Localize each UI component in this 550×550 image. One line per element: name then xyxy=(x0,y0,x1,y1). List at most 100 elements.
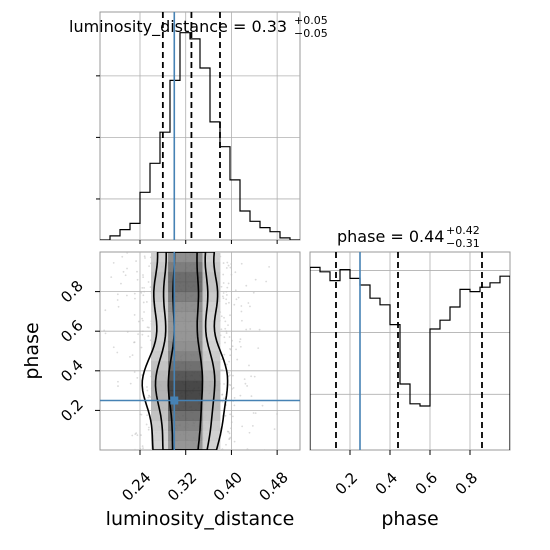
density-cell xyxy=(168,420,187,431)
sample-point xyxy=(225,302,227,305)
sample-point xyxy=(137,320,140,323)
sample-point xyxy=(142,447,144,450)
ylabel-phase: phase xyxy=(21,322,43,379)
density-cell xyxy=(202,400,221,411)
sample-point xyxy=(141,445,144,448)
density-cell xyxy=(151,380,169,392)
sample-point xyxy=(137,333,139,336)
sample-point xyxy=(246,448,249,450)
sample-point xyxy=(220,358,223,361)
density-cell xyxy=(151,430,169,441)
sample-point xyxy=(143,311,145,313)
density-cell xyxy=(202,252,221,263)
density-cell xyxy=(168,301,187,312)
sample-point xyxy=(133,314,136,316)
sample-point xyxy=(228,438,231,441)
joint-density xyxy=(103,252,278,450)
hist-luminosity-distance xyxy=(100,12,300,240)
sample-point xyxy=(245,284,248,287)
density-cell xyxy=(202,261,221,273)
sample-point xyxy=(249,305,251,308)
hist-phase-steps xyxy=(310,266,510,450)
sample-point xyxy=(225,290,228,293)
density-cell xyxy=(168,370,187,382)
ytick-label-phase: 0.8 xyxy=(57,277,87,307)
sample-point xyxy=(220,315,223,318)
contour-middle xyxy=(154,252,216,450)
density-cell xyxy=(202,390,221,401)
density-cell xyxy=(151,311,169,322)
xlabel-phase: phase xyxy=(381,508,438,530)
sample-point xyxy=(136,278,139,281)
sample-point xyxy=(146,386,148,388)
density-cell xyxy=(185,390,204,401)
sample-point xyxy=(146,389,149,392)
density-cell xyxy=(185,351,204,362)
density-cell xyxy=(185,301,204,312)
sample-point xyxy=(224,327,227,330)
density-cell xyxy=(202,281,221,293)
density-cell xyxy=(185,331,204,342)
sample-point xyxy=(254,278,257,281)
sample-point xyxy=(126,252,129,254)
sample-point xyxy=(222,262,225,264)
sample-point xyxy=(225,330,228,333)
density-cell xyxy=(185,380,204,392)
sample-point xyxy=(229,314,231,317)
sample-point xyxy=(227,282,230,285)
sample-point xyxy=(104,309,107,312)
sample-point xyxy=(144,257,146,259)
sample-point xyxy=(225,443,227,446)
sample-point xyxy=(237,296,240,299)
sample-point xyxy=(145,423,148,426)
density-cell xyxy=(168,380,187,392)
sample-point xyxy=(126,330,129,333)
density-cell xyxy=(151,261,169,273)
sample-point xyxy=(136,434,139,437)
sample-point xyxy=(136,376,139,379)
ytick-label-phase: 0.2 xyxy=(57,396,87,426)
xlabel-luminosity-distance: luminosity_distance xyxy=(106,508,295,530)
sample-point xyxy=(231,339,233,342)
sample-point xyxy=(223,336,226,339)
sample-point xyxy=(147,428,150,431)
density-cell xyxy=(168,430,187,441)
density-cell xyxy=(185,252,204,263)
density-cell xyxy=(185,440,204,450)
sample-point xyxy=(140,346,143,349)
sample-point xyxy=(143,290,146,293)
sample-point xyxy=(149,396,152,398)
sample-point xyxy=(117,385,119,387)
sample-point xyxy=(230,273,233,276)
density-cell xyxy=(168,400,187,411)
sample-point xyxy=(225,332,228,334)
sample-point xyxy=(230,421,233,424)
sample-point xyxy=(117,305,120,308)
density-cell xyxy=(185,281,204,293)
sample-point xyxy=(148,394,150,397)
sample-point xyxy=(239,394,242,397)
sample-point xyxy=(231,345,234,348)
density-cell xyxy=(168,341,187,352)
density-cell xyxy=(168,291,187,302)
sample-point xyxy=(252,412,255,414)
sample-point xyxy=(229,413,232,416)
sample-point xyxy=(221,369,224,372)
sample-point xyxy=(147,281,150,283)
sample-point xyxy=(245,328,248,331)
sample-point xyxy=(133,292,136,295)
density-cell xyxy=(202,370,221,382)
density-cell xyxy=(202,291,221,302)
sample-point xyxy=(240,310,243,313)
sample-point xyxy=(141,317,144,320)
xtick-label-phase: 0.4 xyxy=(372,469,402,499)
sample-point xyxy=(235,348,237,351)
density-cell xyxy=(185,430,204,441)
ticks xyxy=(95,75,471,455)
sample-point xyxy=(244,382,247,385)
density-cell xyxy=(151,252,169,263)
sample-point xyxy=(223,353,226,356)
density-cell xyxy=(185,291,204,302)
sample-point xyxy=(141,319,144,322)
xtick-label-luminosity-distance: 0.48 xyxy=(255,468,291,504)
